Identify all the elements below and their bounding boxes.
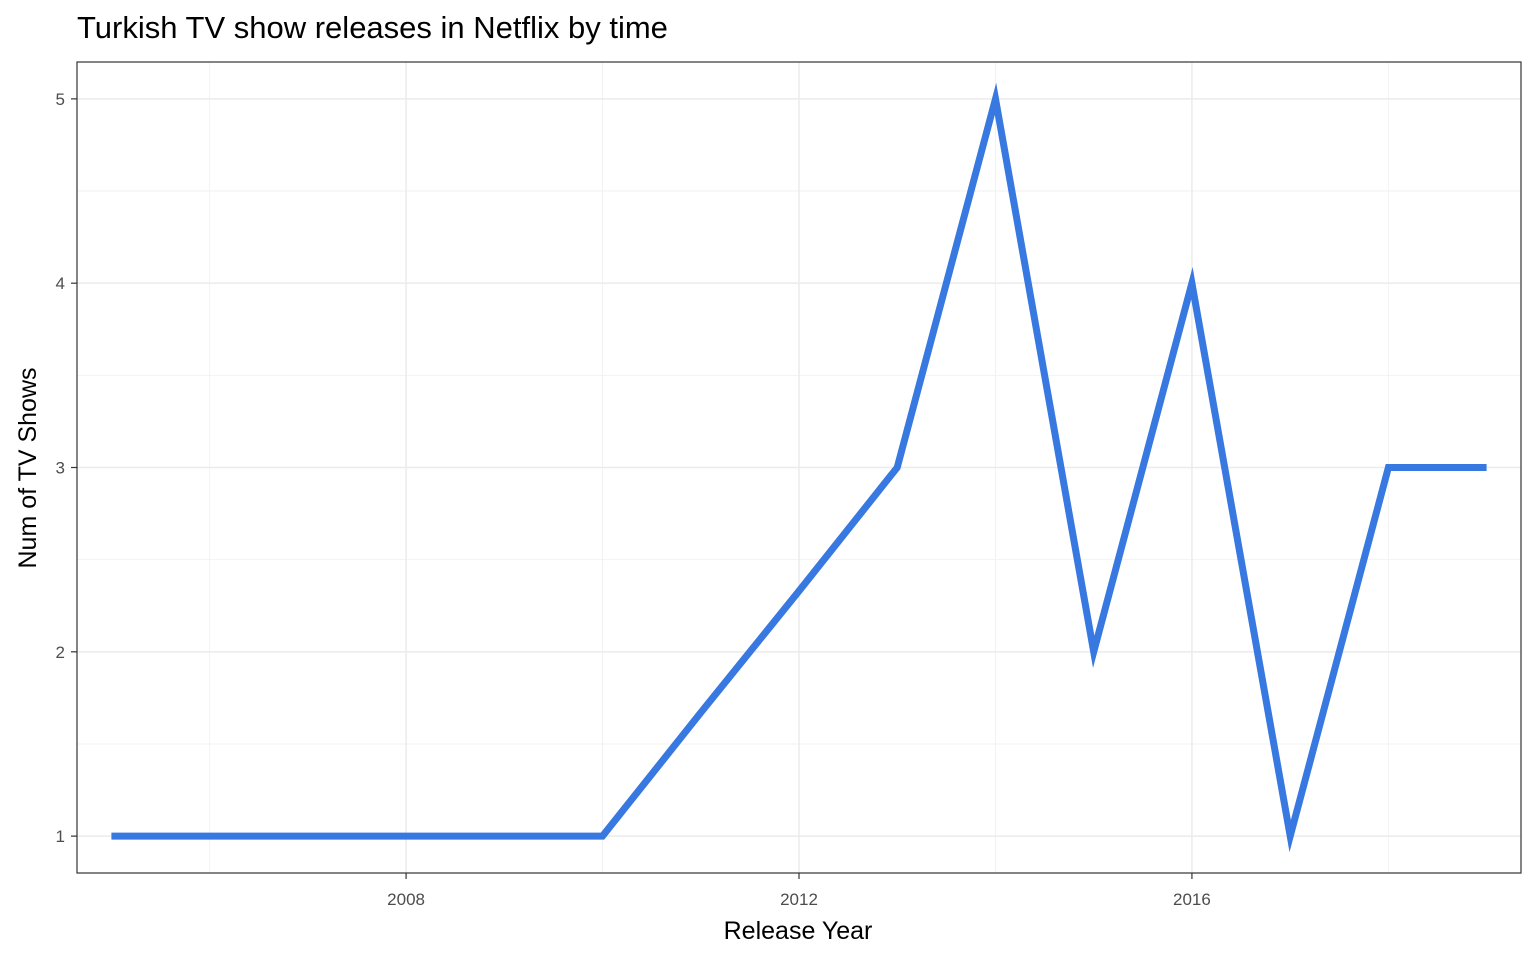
y-axis: 1 2 3 4 5 bbox=[56, 90, 77, 846]
x-tick-label: 2008 bbox=[387, 890, 425, 909]
x-tick-label: 2016 bbox=[1173, 890, 1211, 909]
series-layer bbox=[111, 82, 1487, 853]
y-tick-label: 4 bbox=[56, 274, 65, 293]
y-tick-label: 5 bbox=[56, 90, 65, 109]
y-tick-label: 3 bbox=[56, 459, 65, 478]
y-tick-label: 1 bbox=[56, 827, 65, 846]
chart-title: Turkish TV show releases in Netflix by t… bbox=[77, 10, 668, 45]
y-tick-label: 2 bbox=[56, 643, 65, 662]
x-axis: 2008 2012 2016 bbox=[387, 873, 1211, 909]
x-axis-title: Release Year bbox=[724, 917, 873, 945]
major-grid bbox=[77, 62, 1521, 873]
x-tick-label: 2012 bbox=[780, 890, 818, 909]
series-line bbox=[111, 82, 1487, 853]
y-axis-title: Num of TV Shows bbox=[14, 367, 42, 568]
